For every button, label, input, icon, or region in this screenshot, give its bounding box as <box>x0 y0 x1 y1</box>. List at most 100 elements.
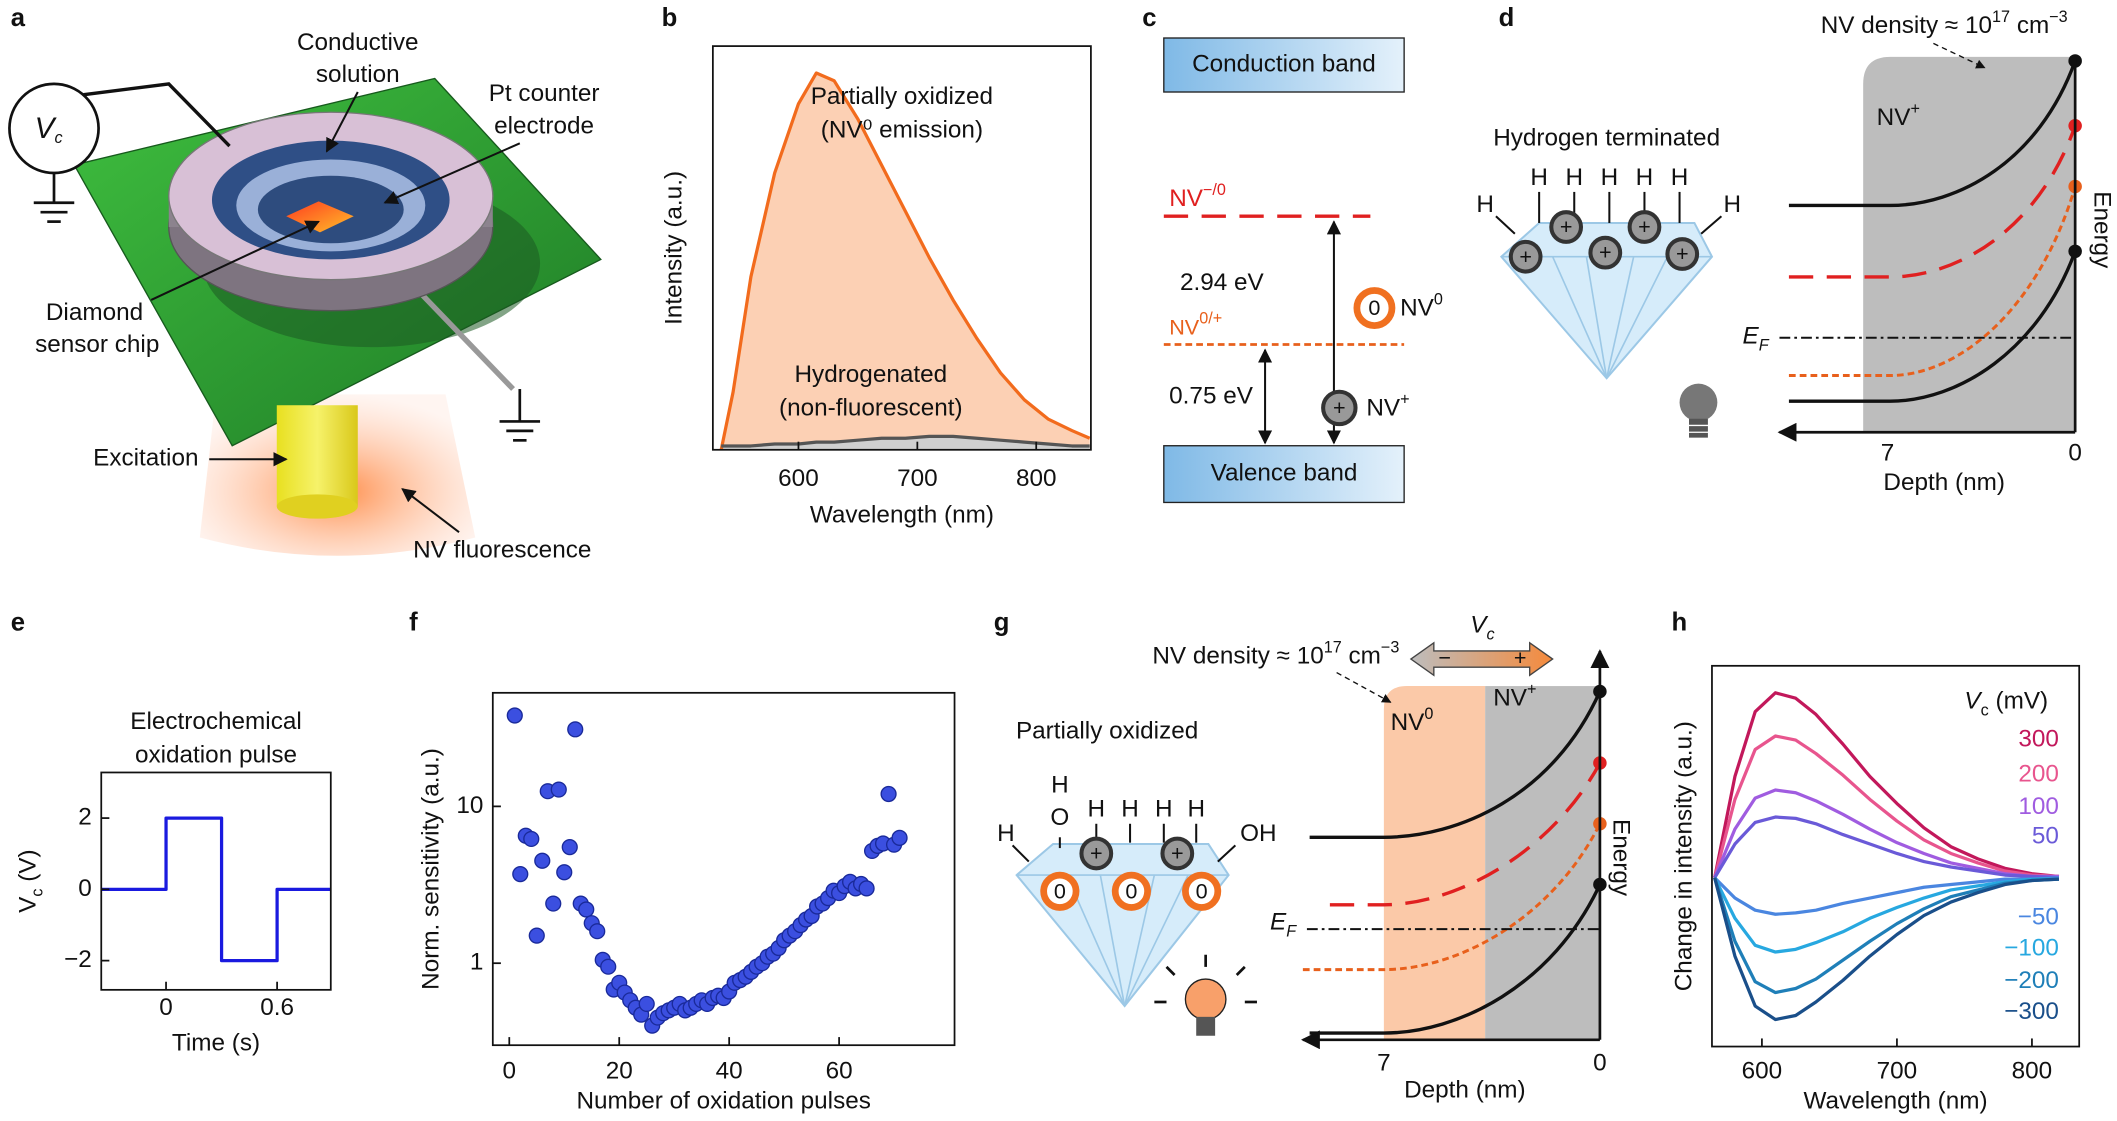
label: E <box>1270 909 1287 936</box>
depth-tick: 0 <box>2068 439 2082 466</box>
charge: + <box>1519 244 1532 269</box>
legend-entry: 100 <box>2018 793 2059 820</box>
label: electrode <box>494 113 594 140</box>
data-line <box>1713 734 2060 879</box>
density-label: NV density ≈ 1017 cm−3 <box>1821 8 2068 39</box>
x-tick-label: 600 <box>1742 1058 1783 1085</box>
data-line <box>1713 877 2059 954</box>
gap-label: 2.94 eV <box>1180 269 1265 296</box>
x-tick-label: 0 <box>159 994 173 1021</box>
atom: H <box>1088 796 1106 823</box>
level-label: NV−/0 <box>1169 181 1226 212</box>
atom: H <box>1187 796 1205 823</box>
plot-frame <box>491 691 956 1047</box>
label: NV <box>1169 314 1200 339</box>
label: (V) <box>15 849 42 888</box>
energy-axis-label: Energy <box>1608 819 1635 897</box>
label: (mV) <box>1989 688 2048 715</box>
depth-tick: 7 <box>1377 1050 1391 1077</box>
region-label: NV+ <box>1493 681 1536 712</box>
subscript: c <box>1981 702 1989 720</box>
bias-end: + <box>1514 645 1527 670</box>
data-line <box>1713 815 2060 880</box>
atom: H <box>1121 796 1139 823</box>
y-tick-label: −2 <box>64 946 92 973</box>
label: NV <box>1391 709 1426 736</box>
atom: H <box>1051 771 1069 798</box>
subscript: c <box>1487 626 1495 644</box>
panel-label: a <box>11 4 26 32</box>
depth-axis-label: Depth (nm) <box>1404 1077 1526 1104</box>
x-tick-label: 600 <box>778 465 819 492</box>
label: NV fluorescence <box>413 536 591 563</box>
label: NV <box>1877 104 1912 131</box>
y-tick-label: 2 <box>78 804 92 831</box>
annotation: (NV⁰ emission) <box>821 117 983 144</box>
chart-title: oxidation pulse <box>135 742 297 769</box>
x-tick-label: 700 <box>897 465 938 492</box>
plot-frame <box>711 45 1092 451</box>
label: sensor chip <box>35 331 159 358</box>
panel-label: h <box>1671 609 1687 637</box>
subscript: c <box>29 889 47 897</box>
legend-entry: −100 <box>2004 935 2059 962</box>
atom: H <box>997 820 1015 847</box>
energy-axis-label: Energy <box>2088 191 2115 269</box>
data-line <box>1713 788 2059 879</box>
superscript: 17 <box>1324 639 1342 657</box>
data-point <box>600 958 617 975</box>
x-tick-label: 700 <box>1877 1058 1918 1085</box>
data-point <box>523 830 540 848</box>
label: cm <box>1342 643 1381 670</box>
label: NV <box>1400 295 1435 322</box>
charge: + <box>1090 841 1103 866</box>
atom: H <box>1636 164 1654 191</box>
panel-label: e <box>11 609 25 637</box>
fermi-label: EF <box>1270 909 1297 941</box>
superscript: 17 <box>1992 8 2010 26</box>
data-point <box>534 852 551 869</box>
legend-title: Vc (mV) <box>1964 688 2048 720</box>
bias-end: − <box>1438 645 1451 670</box>
superscript: −3 <box>2049 8 2067 26</box>
y-axis-label: Change in intensity (a.u.) <box>1670 721 1697 991</box>
x-tick-label: 0.6 <box>260 994 294 1021</box>
data-line <box>1713 877 2060 1022</box>
subscript: F <box>1759 337 1770 355</box>
superscript: + <box>1400 391 1409 409</box>
panel-label: f <box>409 609 418 637</box>
charge: + <box>1599 240 1612 265</box>
y-tick-label: 10 <box>456 792 483 819</box>
x-tick-label: 0 <box>503 1058 517 1085</box>
label: NV <box>1366 395 1401 422</box>
setup-illustration: Vc Conductive solution Pt counter electr… <box>8 29 602 563</box>
x-axis-label: Wavelength (nm) <box>810 501 994 528</box>
x-tick-label: 800 <box>2012 1058 2053 1085</box>
atom: H <box>1530 164 1548 191</box>
label: NV <box>1169 185 1204 212</box>
data-line <box>101 816 331 963</box>
bias-label: Vc <box>1470 612 1494 644</box>
label: Conductive <box>297 29 419 56</box>
data-point <box>528 927 545 944</box>
label: Excitation <box>93 445 198 472</box>
y-axis-label: Intensity (a.u.) <box>660 171 687 325</box>
x-tick-label: 800 <box>1016 465 1057 492</box>
y-axis-label: Vc (V) <box>15 849 47 912</box>
charge: + <box>1333 395 1346 420</box>
panel-label: c <box>1142 4 1156 32</box>
x-tick-label: 40 <box>716 1058 743 1085</box>
superscript: −/0 <box>1203 181 1226 199</box>
region-label: NV0 <box>1391 705 1434 736</box>
charge: + <box>1171 841 1184 866</box>
label: V <box>15 896 42 913</box>
x-axis-label: Wavelength (nm) <box>1804 1087 1988 1114</box>
region-label: NV+ <box>1877 100 1920 131</box>
legend-entry: 50 <box>2032 823 2059 850</box>
annotation: Partially oxidized <box>811 83 993 110</box>
data-point <box>638 995 655 1013</box>
data-line <box>1713 876 2060 916</box>
depth-tick: 0 <box>1593 1050 1607 1077</box>
atom: H <box>1723 191 1741 218</box>
